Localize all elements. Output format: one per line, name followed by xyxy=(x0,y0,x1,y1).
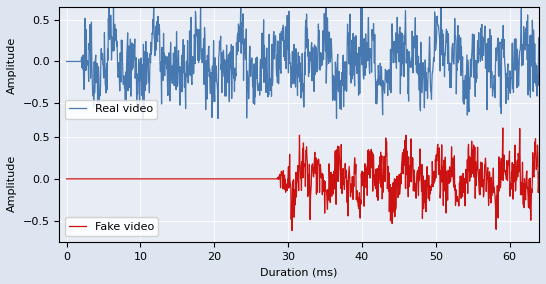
Legend: Fake video: Fake video xyxy=(65,217,158,236)
X-axis label: Duration (ms): Duration (ms) xyxy=(260,267,338,277)
Legend: Real video: Real video xyxy=(65,100,157,119)
Y-axis label: Amplitude: Amplitude xyxy=(7,154,17,212)
Y-axis label: Amplitude: Amplitude xyxy=(7,37,17,94)
